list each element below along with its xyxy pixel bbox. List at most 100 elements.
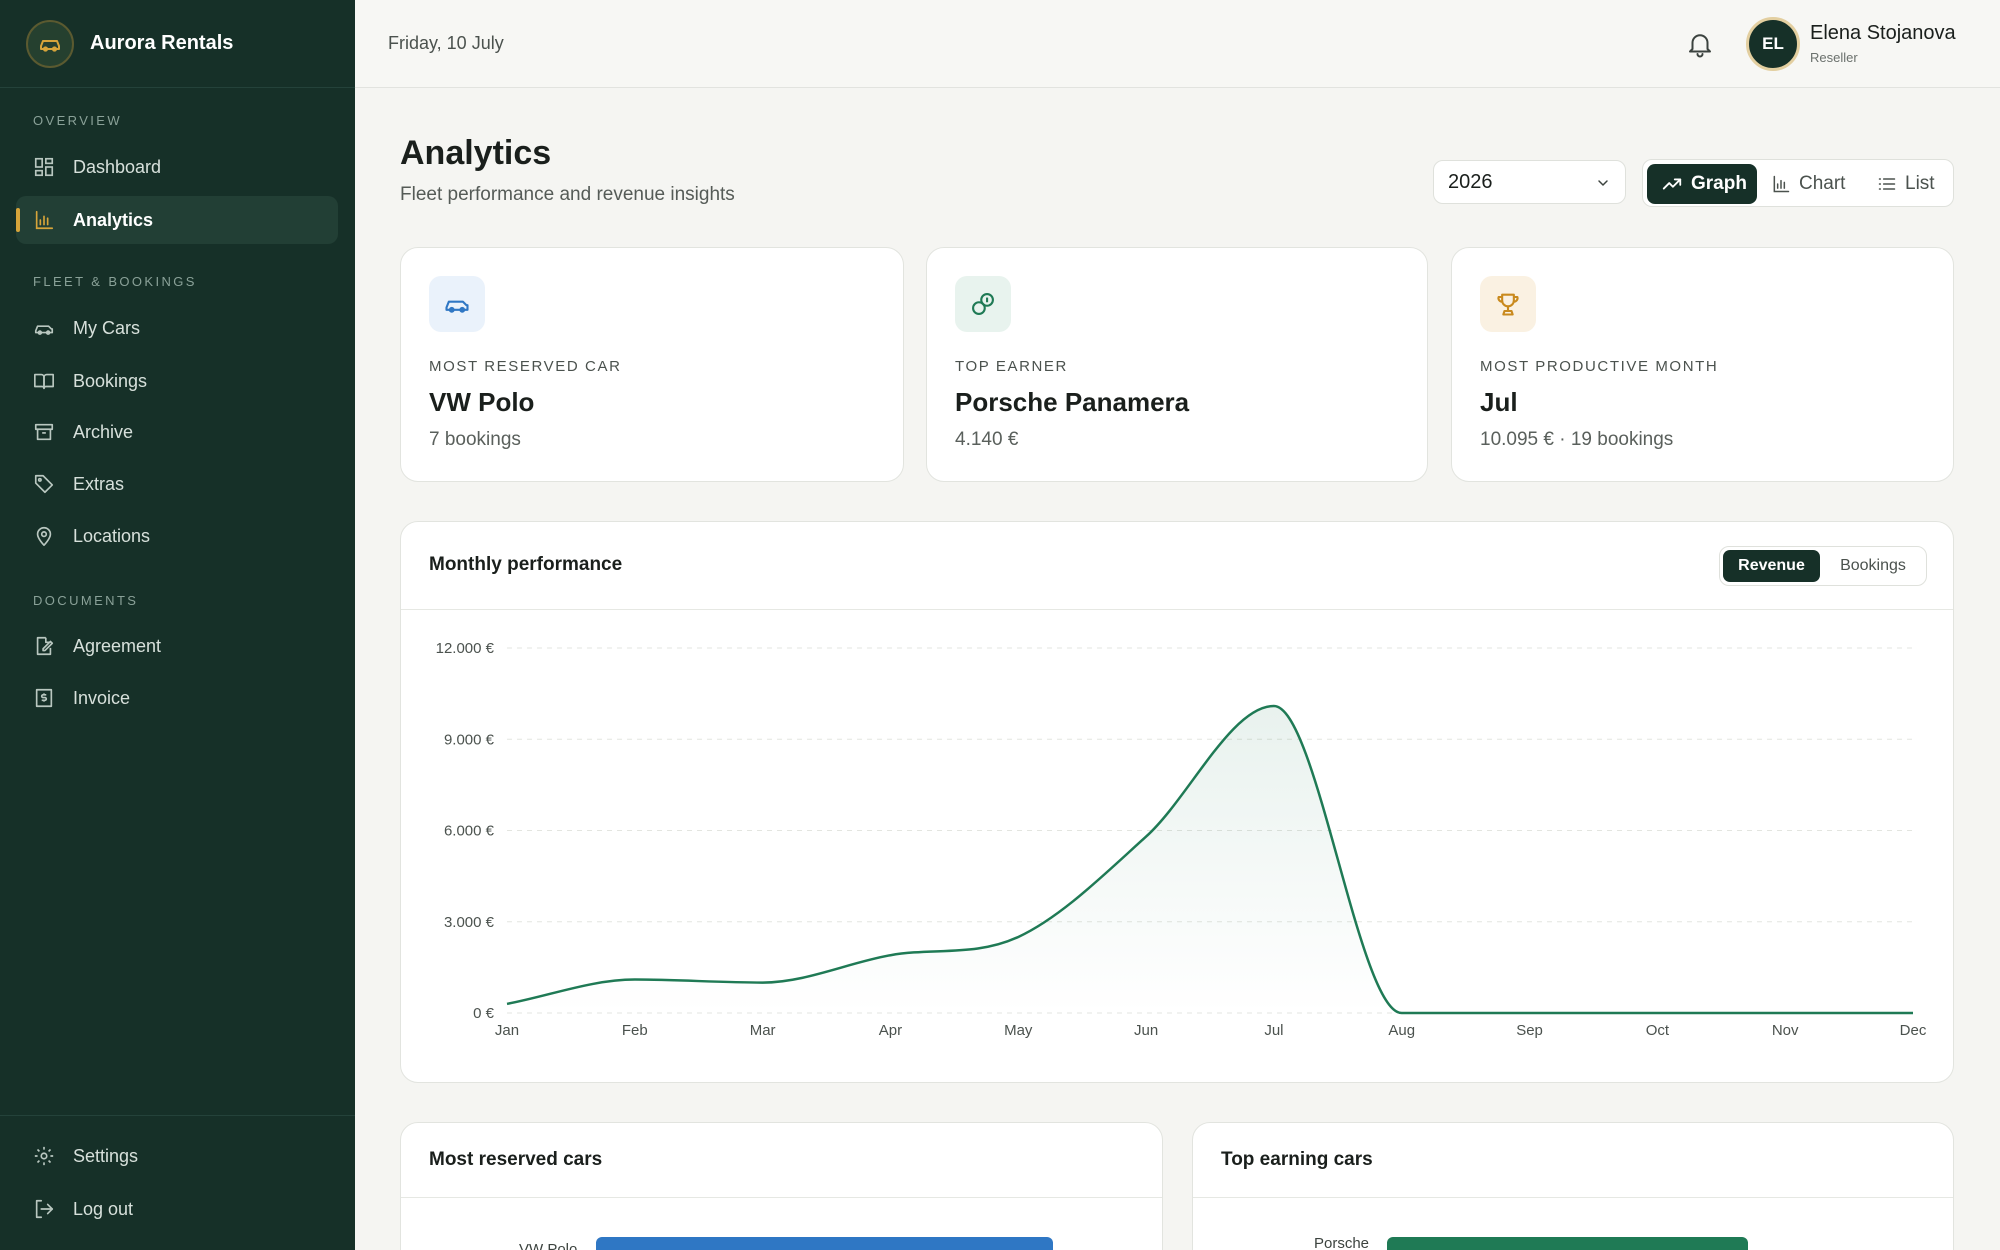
trophy-icon: [1480, 276, 1536, 332]
y-tick-label: 12.000 €: [436, 640, 495, 657]
section-overview: OVERVIEW: [33, 113, 123, 128]
kpi-sub: 4.140 €: [955, 429, 1019, 450]
x-tick-label: Feb: [622, 1022, 648, 1039]
grid-icon: [34, 157, 54, 177]
panel-divider: [401, 1197, 1162, 1198]
sidebar-item-label: Extras: [73, 473, 125, 494]
x-tick-label: Sep: [1516, 1022, 1543, 1039]
revenue-area-fill: [507, 705, 1913, 1013]
monthly-performance-title: Monthly performance: [429, 554, 623, 575]
topbar: Friday, 10 July EL Elena Stojanova Resel…: [355, 0, 2000, 88]
sidebar-item-label: Log out: [73, 1198, 134, 1219]
invoice-icon: [35, 688, 53, 708]
view-list-label: List: [1905, 173, 1935, 194]
document-edit-icon: [36, 636, 54, 656]
x-tick-label: Apr: [879, 1022, 902, 1039]
car-logo-icon: [26, 19, 74, 68]
earning-first-bar: [1387, 1237, 1748, 1250]
reserved-first-bar-label: VW Polo: [519, 1241, 578, 1250]
sidebar-item-invoice[interactable]: Invoice: [16, 674, 338, 722]
view-graph-button[interactable]: Graph: [1647, 164, 1757, 204]
page-title: Analytics: [400, 134, 552, 172]
revenue-line: [506, 704, 1913, 1015]
avatar[interactable]: EL: [1746, 17, 1800, 71]
page-subtitle: Fleet performance and revenue insights: [400, 184, 735, 205]
section-documents: DOCUMENTS: [33, 593, 139, 608]
x-tick-label: Jun: [1134, 1022, 1158, 1039]
sidebar-item-analytics[interactable]: Analytics: [16, 196, 338, 244]
most-reserved-cars-panel: [400, 1122, 1163, 1250]
sidebar-item-agreement[interactable]: Agreement: [16, 622, 338, 670]
x-tick-label: Oct: [1646, 1022, 1670, 1039]
brand-name: Aurora Rentals: [90, 32, 234, 54]
x-tick-label: Jul: [1264, 1022, 1283, 1039]
sidebar-item-label: Dashboard: [73, 156, 162, 177]
top-earning-cars-panel: [1192, 1122, 1954, 1250]
tag-icon: [34, 474, 54, 494]
x-tick-label: Jan: [495, 1022, 519, 1039]
panel-divider: [1193, 1197, 1953, 1198]
sidebar-item-label: Invoice: [73, 687, 131, 708]
most-reserved-cars-title: Most reserved cars: [429, 1149, 603, 1170]
metric-toggle: Revenue Bookings: [1719, 546, 1927, 586]
panel-divider: [401, 609, 1953, 610]
car-icon: [34, 325, 54, 335]
user-role: Reseller: [1810, 50, 1858, 65]
x-tick-label: Mar: [750, 1022, 776, 1039]
bar-chart-icon: [35, 210, 54, 230]
x-tick-label: Nov: [1772, 1022, 1799, 1039]
kpi-card-most-reserved: MOST RESERVED CAR VW Polo 7 bookings: [400, 247, 904, 482]
sidebar-item-logout[interactable]: Log out: [16, 1185, 338, 1233]
bookings-toggle-button[interactable]: Bookings: [1840, 557, 1906, 574]
view-chart-label: Chart: [1799, 173, 1846, 194]
sidebar-item-bookings[interactable]: Bookings: [16, 357, 338, 405]
sidebar-item-label: Agreement: [73, 635, 162, 656]
current-date: Friday, 10 July: [388, 33, 504, 53]
list-icon: [1878, 178, 1896, 190]
kpi-card-top-earner: TOP EARNER Porsche Panamera 4.140 €: [926, 247, 1428, 482]
sidebar-item-label: Archive: [73, 421, 134, 442]
notifications-bell-icon[interactable]: [1685, 29, 1715, 59]
view-graph-label: Graph: [1691, 173, 1747, 194]
trend-up-icon: [1662, 178, 1682, 190]
sidebar-item-label: Bookings: [73, 370, 148, 391]
sidebar-item-locations[interactable]: Locations: [16, 512, 338, 560]
car-icon: [429, 276, 485, 332]
view-list-button[interactable]: List: [1871, 164, 1947, 204]
user-name: Elena Stojanova: [1810, 22, 1956, 44]
view-chart-button[interactable]: Chart: [1765, 164, 1849, 204]
y-tick-label: 9.000 €: [444, 731, 495, 748]
revenue-toggle-button[interactable]: Revenue: [1723, 550, 1820, 582]
x-tick-label: Dec: [1900, 1022, 1927, 1039]
avatar-initials: EL: [1762, 34, 1784, 53]
sidebar-item-archive[interactable]: Archive: [16, 408, 338, 456]
sidebar: Aurora Rentals OVERVIEW Dashboard Analyt…: [0, 0, 355, 1250]
logout-icon: [35, 1199, 54, 1219]
sidebar-item-label: Settings: [73, 1145, 139, 1166]
section-fleet-bookings: FLEET & BOOKINGS: [33, 274, 197, 289]
sidebar-item-my-cars[interactable]: My Cars: [16, 304, 338, 352]
kpi-value: VW Polo: [429, 387, 535, 417]
bar-chart-icon: [1773, 175, 1790, 193]
year-select[interactable]: 2026: [1433, 160, 1626, 204]
y-tick-label: 0 €: [473, 1005, 495, 1022]
sidebar-divider: [0, 1115, 355, 1116]
sidebar-item-settings[interactable]: Settings: [16, 1132, 338, 1180]
kpi-value: Jul: [1480, 387, 1518, 417]
kpi-label: MOST PRODUCTIVE MONTH: [1480, 358, 1719, 375]
top-earning-cars-title: Top earning cars: [1221, 1149, 1373, 1170]
kpi-sub: 10.095 € · 19 bookings: [1480, 429, 1674, 450]
brand[interactable]: Aurora Rentals: [0, 0, 355, 88]
earning-first-bar-label: Porsche: [1314, 1235, 1370, 1250]
archive-icon: [34, 423, 54, 441]
sidebar-item-dashboard[interactable]: Dashboard: [16, 143, 338, 191]
kpi-label: TOP EARNER: [955, 358, 1068, 375]
sidebar-item-label: Analytics: [73, 209, 154, 230]
kpi-value: Porsche Panamera: [955, 387, 1190, 417]
chevron-down-icon: [1598, 180, 1608, 186]
book-icon: [34, 373, 54, 390]
kpi-label: MOST RESERVED CAR: [429, 358, 622, 375]
reserved-first-bar: [596, 1237, 1053, 1250]
sidebar-item-extras[interactable]: Extras: [16, 460, 338, 508]
gear-icon: [34, 1146, 54, 1166]
